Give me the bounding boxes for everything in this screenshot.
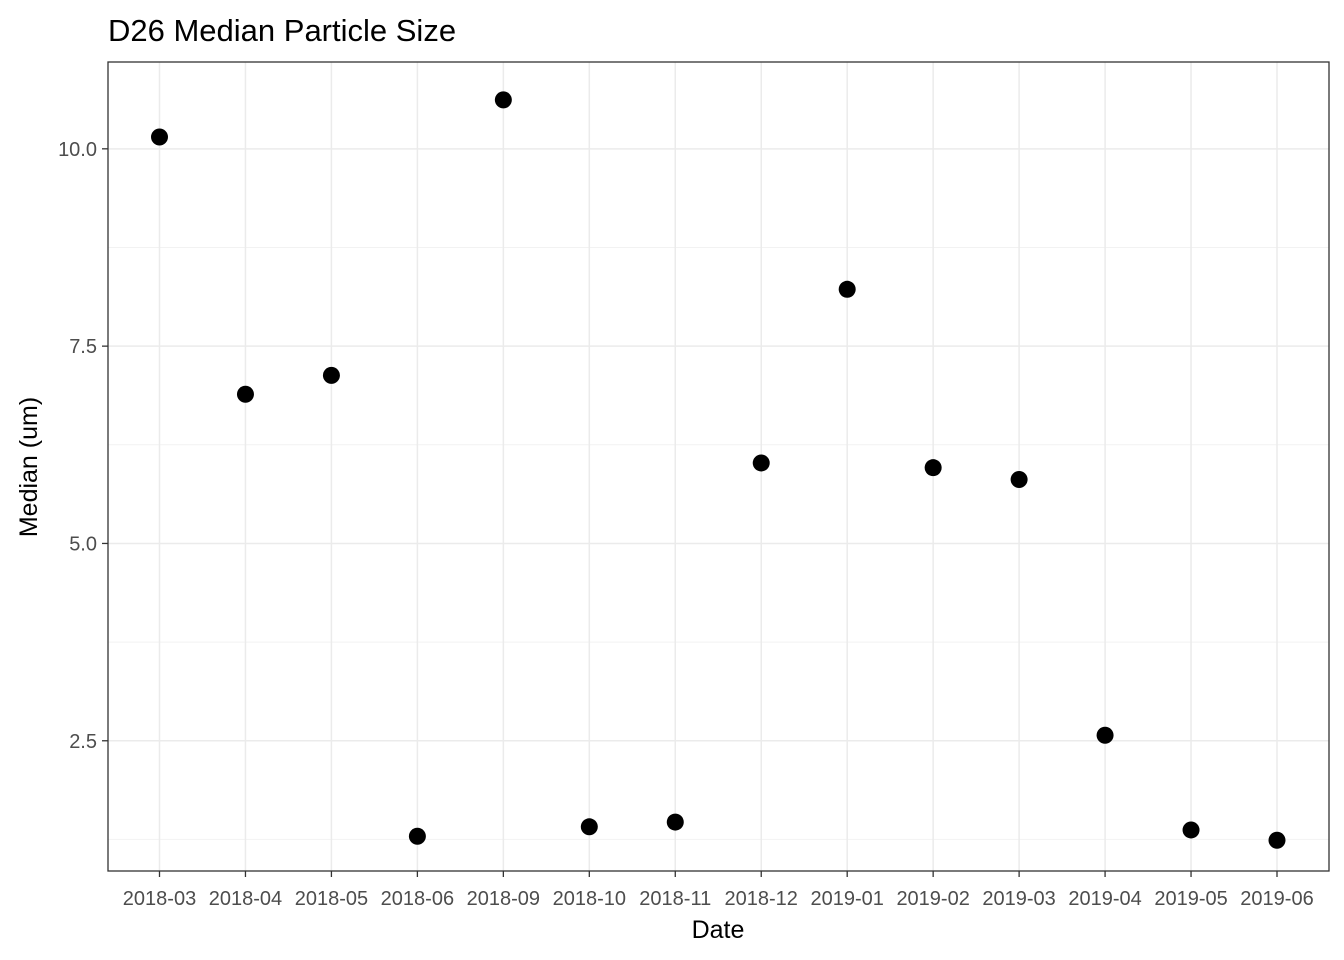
y-tick-label: 7.5 [69,336,97,358]
x-tick-label: 2018-09 [467,888,540,910]
plot-panel-border [107,61,1330,872]
data-point [924,459,942,477]
data-point [580,818,598,836]
y-tick-label: 5.0 [69,533,97,555]
x-tick-label: 2019-02 [896,888,969,910]
x-tick-label: 2018-03 [123,888,196,910]
x-tick-label: 2018-05 [295,888,368,910]
data-point [151,128,168,146]
data-point [1096,726,1114,744]
x-axis-title: Date [692,916,745,944]
data-point [236,385,254,403]
data-point [1010,471,1028,489]
y-axis-title: Median (um) [15,397,43,537]
x-axis-ticks: 2018-03 2018-04 2018-05 2018-06 2018-09 2018-… [123,871,1314,910]
data-point [1182,821,1200,839]
x-tick-label: 2018-06 [381,888,454,910]
minor-gridlines [108,246,1329,840]
data-point [494,91,512,109]
x-tick-label: 2019-01 [810,888,883,910]
y-tick-label: 10.0 [58,139,97,161]
x-tick-label: 2019-05 [1154,888,1227,910]
x-tick-label: 2018-12 [725,888,798,910]
data-points [151,91,1286,849]
data-point [322,366,340,384]
x-tick-label: 2019-06 [1240,888,1313,910]
x-tick-label: 2019-04 [1068,888,1141,910]
y-tick-label: 2.5 [69,731,97,753]
x-tick-label: 2019-03 [982,888,1055,910]
data-point [408,827,426,845]
data-point [1268,831,1286,849]
data-point [838,280,856,298]
x-tick-label: 2018-04 [209,888,282,910]
x-tick-label: 2018-11 [639,888,711,910]
data-point [752,454,770,472]
chart-title: D26 Median Particle Size [108,13,456,48]
y-axis-ticks: 2.5 5.0 7.5 10.0 [58,139,108,753]
data-point [666,813,684,831]
x-tick-label: 2018-10 [553,888,626,910]
